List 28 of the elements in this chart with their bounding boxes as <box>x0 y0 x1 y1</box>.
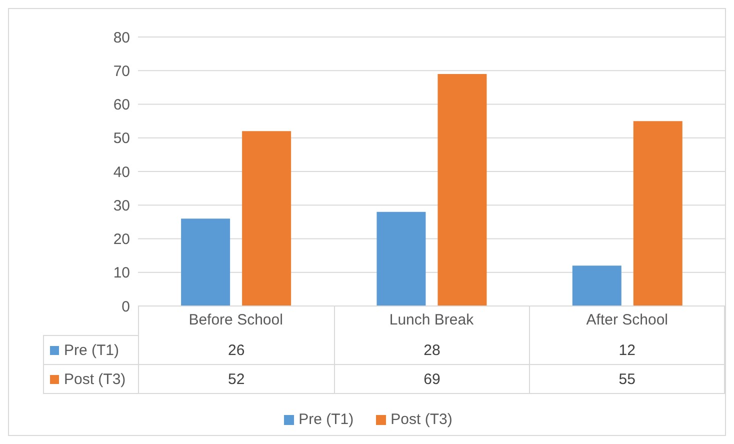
data-label: 28 <box>334 336 530 364</box>
y-tick-label: 10 <box>113 264 130 282</box>
data-label: 69 <box>334 365 530 393</box>
y-tick-label: 60 <box>113 96 130 114</box>
y-tick-label: 0 <box>122 298 130 316</box>
y-tick-label: 80 <box>113 29 130 46</box>
bar <box>242 131 292 306</box>
x-tick-label: Before School <box>188 312 283 329</box>
data-label: 12 <box>529 336 725 364</box>
text: Pre (T1) <box>298 411 354 428</box>
data-label: 26 <box>138 336 334 364</box>
x-tick-label: Lunch Break <box>389 312 474 329</box>
y-tick-label: 40 <box>113 164 130 181</box>
y-tick-label: 30 <box>113 197 130 214</box>
y-tick-label: 70 <box>113 62 130 80</box>
x-tick-label: After School <box>586 312 668 329</box>
bar <box>376 212 426 306</box>
text: Post (T3) <box>64 370 126 388</box>
bar <box>438 74 487 306</box>
bar <box>181 218 230 306</box>
data-label: 55 <box>529 365 725 393</box>
bar <box>572 266 622 306</box>
bar <box>633 121 682 306</box>
y-tick-label: 20 <box>113 231 130 248</box>
data-label: 52 <box>138 365 334 393</box>
legend-label: Post (T3) <box>390 411 452 428</box>
y-tick-label: 50 <box>113 130 130 148</box>
legend-label: Pre (T1) <box>43 336 138 364</box>
